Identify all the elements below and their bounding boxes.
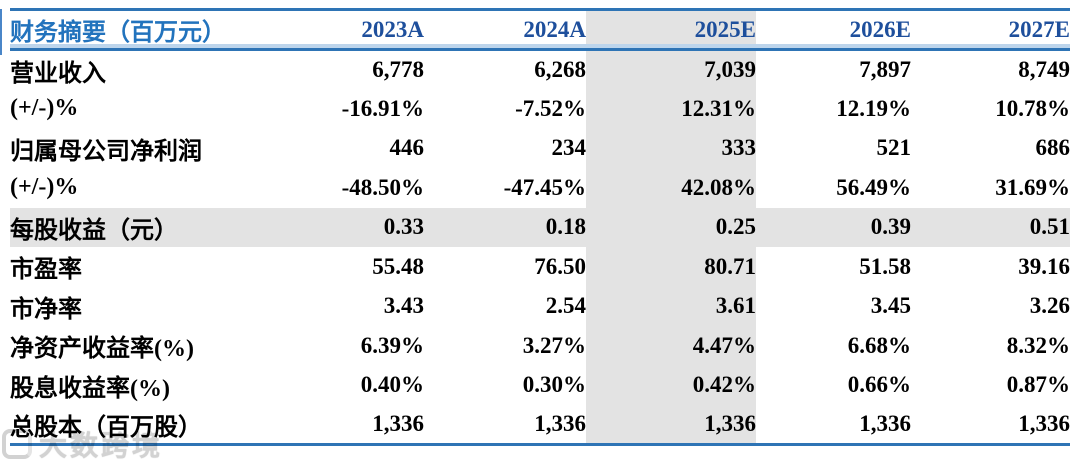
cell-value: 0.51 bbox=[911, 207, 1070, 247]
cell-value: 31.69% bbox=[995, 174, 1070, 200]
cell-value: 0.25 bbox=[586, 207, 756, 247]
cell-value: 6.68% bbox=[847, 332, 911, 358]
cell-value: 1,336 bbox=[859, 411, 911, 436]
cell-value: 0.30% bbox=[522, 372, 586, 398]
row-label: 总股本（百万股） bbox=[10, 414, 202, 441]
row-label: 归属母公司净利润 bbox=[10, 138, 202, 165]
cell-value: 2.54 bbox=[545, 293, 586, 319]
cell-value: 333 bbox=[586, 128, 756, 168]
table-row-revenue: 营业收入 6,778 6,268 7,039 7,897 8,749 bbox=[10, 49, 1070, 89]
column-header-2024a: 2024A bbox=[424, 9, 586, 51]
table-row-pe-ratio: 市盈率 55.48 76.50 80.71 51.58 39.16 bbox=[10, 247, 1070, 287]
cell-value: 3.43 bbox=[383, 293, 424, 319]
cell-value: 0.66% bbox=[847, 372, 911, 398]
cell-value: -48.50% bbox=[341, 174, 424, 200]
row-label: 每股收益（元） bbox=[10, 207, 302, 247]
cell-value: 3.26 bbox=[1029, 293, 1070, 319]
table-row-total-shares: 总股本（百万股） 1,336 1,336 1,336 1,336 1,336 bbox=[10, 405, 1070, 445]
row-label: 市净率 bbox=[10, 296, 82, 323]
cell-value: 51.58 bbox=[859, 253, 911, 279]
cell-value: 80.71 bbox=[586, 247, 756, 287]
table-row-dividend-yield: 股息收益率(%) 0.40% 0.30% 0.42% 0.66% 0.87% bbox=[10, 365, 1070, 405]
cell-value: 0.42% bbox=[586, 365, 756, 405]
row-label: 营业收入 bbox=[10, 60, 106, 87]
column-header-2027e: 2027E bbox=[911, 9, 1070, 51]
cell-value: 446 bbox=[389, 135, 425, 161]
table-title: 财务摘要（百万元） bbox=[10, 9, 302, 51]
table-row-profit-growth: (+/-)% -48.50% -47.45% 42.08% 56.49% 31.… bbox=[10, 168, 1070, 208]
cell-value: 1,336 bbox=[534, 411, 586, 436]
column-header-2025e: 2025E bbox=[586, 9, 756, 51]
cell-value: 1,336 bbox=[1018, 411, 1070, 436]
cell-value: 55.48 bbox=[372, 253, 424, 279]
row-label: 市盈率 bbox=[10, 257, 82, 284]
cell-value: 6,778 bbox=[372, 57, 424, 82]
cell-value: 234 bbox=[551, 135, 587, 161]
cell-value: 6,268 bbox=[534, 57, 586, 82]
cell-value: 0.40% bbox=[360, 372, 424, 398]
column-header-2023a: 2023A bbox=[302, 9, 424, 51]
cell-value: -16.91% bbox=[341, 95, 424, 121]
cell-value: 42.08% bbox=[586, 168, 756, 208]
cell-value: 3.45 bbox=[870, 293, 911, 319]
row-label: 股息收益率(%) bbox=[10, 375, 170, 402]
row-label: 净资产收益率(%) bbox=[10, 336, 194, 363]
cell-value: 7,039 bbox=[586, 49, 756, 89]
cell-value: 0.33 bbox=[302, 207, 424, 247]
left-border-fragment bbox=[0, 9, 2, 55]
cell-value: 39.16 bbox=[1018, 253, 1070, 279]
row-label: (+/-)% bbox=[10, 95, 79, 122]
table-row-net-profit: 归属母公司净利润 446 234 333 521 686 bbox=[10, 128, 1071, 168]
cell-value: 1,336 bbox=[372, 411, 424, 436]
cell-value: 56.49% bbox=[836, 174, 911, 200]
cell-value: 76.50 bbox=[534, 253, 586, 279]
cell-value: 0.87% bbox=[1006, 372, 1070, 398]
cell-value: 8.32% bbox=[1006, 332, 1070, 358]
cell-value: -47.45% bbox=[503, 174, 586, 200]
cell-value: 10.78% bbox=[995, 95, 1070, 121]
cell-value: 0.18 bbox=[424, 207, 586, 247]
header-row: 财务摘要（百万元） 2023A 2024A 2025E 2026E 2027E bbox=[10, 9, 1070, 51]
cell-value: 7,897 bbox=[859, 57, 911, 82]
row-label: (+/-)% bbox=[10, 174, 79, 201]
cell-value: 521 bbox=[876, 135, 912, 161]
cell-value: 6.39% bbox=[360, 332, 424, 358]
cell-value: 8,749 bbox=[1018, 57, 1070, 82]
cell-value: 3.61 bbox=[586, 286, 756, 326]
cell-value: 1,336 bbox=[586, 405, 756, 445]
cell-value: 12.31% bbox=[586, 89, 756, 129]
table-row-roe: 净资产收益率(%) 6.39% 3.27% 4.47% 6.68% 8.32% bbox=[10, 326, 1070, 366]
cell-value: 686 bbox=[1035, 135, 1071, 161]
cell-value: 12.19% bbox=[836, 95, 911, 121]
table-row-eps: 每股收益（元） 0.33 0.18 0.25 0.39 0.51 bbox=[10, 207, 1070, 247]
table-row-pb-ratio: 市净率 3.43 2.54 3.61 3.45 3.26 bbox=[10, 286, 1070, 326]
cell-value: 0.39 bbox=[756, 207, 911, 247]
financial-summary-table: 财务摘要（百万元） 2023A 2024A 2025E 2026E 2027E … bbox=[10, 8, 1070, 446]
table-row-revenue-growth: (+/-)% -16.91% -7.52% 12.31% 12.19% 10.7… bbox=[10, 89, 1070, 129]
cell-value: -7.52% bbox=[515, 95, 586, 121]
cell-value: 3.27% bbox=[522, 332, 586, 358]
cell-value: 4.47% bbox=[586, 326, 756, 366]
column-header-2026e: 2026E bbox=[756, 9, 911, 51]
